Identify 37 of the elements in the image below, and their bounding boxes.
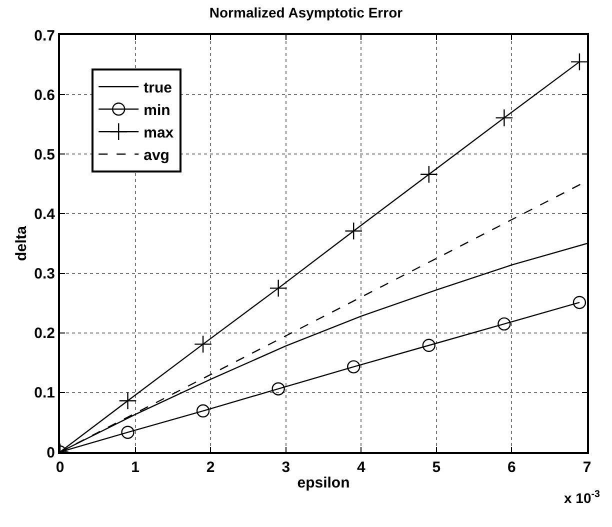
point — [194, 335, 212, 354]
x-tick-label: 5 — [432, 459, 441, 476]
chart-title: Normalized Asymptotic Error — [209, 4, 404, 21]
x-tick-label: 2 — [206, 459, 215, 476]
x-tick-label: 3 — [282, 459, 290, 476]
point — [344, 222, 363, 240]
legend-label: max — [144, 124, 174, 142]
y-axis-title: delta — [12, 225, 30, 262]
point — [498, 317, 511, 331]
y-tick-label: 0.1 — [34, 384, 55, 402]
point — [272, 382, 285, 396]
point — [570, 52, 587, 71]
x-tick-label: 7 — [582, 459, 592, 476]
point — [121, 426, 134, 439]
text: x 10$^{-3}$ — [564, 489, 601, 506]
legend-label: avg — [144, 146, 170, 164]
y-tick-label: 0.3 — [34, 266, 55, 283]
y-tick-label: 0.5 — [34, 146, 55, 164]
x-axis-title: epsilon — [297, 474, 350, 492]
point — [347, 360, 360, 374]
y-tick-label: 0.2 — [34, 325, 55, 342]
point — [572, 296, 586, 310]
point — [196, 404, 210, 418]
point — [495, 108, 514, 127]
point — [422, 338, 436, 352]
y-tick-label: 0.4 — [34, 206, 56, 223]
y-tick-label: 0 — [46, 444, 55, 462]
x-tick-label: 6 — [508, 459, 516, 476]
point — [420, 165, 438, 184]
legend-label: true — [144, 79, 172, 96]
point — [118, 392, 137, 410]
legend-label: min — [144, 102, 170, 119]
x-tick-label: 4 — [356, 459, 366, 476]
y-tick-label: 0.7 — [34, 27, 55, 44]
y-tick-label: 0.6 — [34, 86, 55, 104]
x-tick-label: 1 — [131, 459, 140, 476]
point — [269, 279, 288, 298]
